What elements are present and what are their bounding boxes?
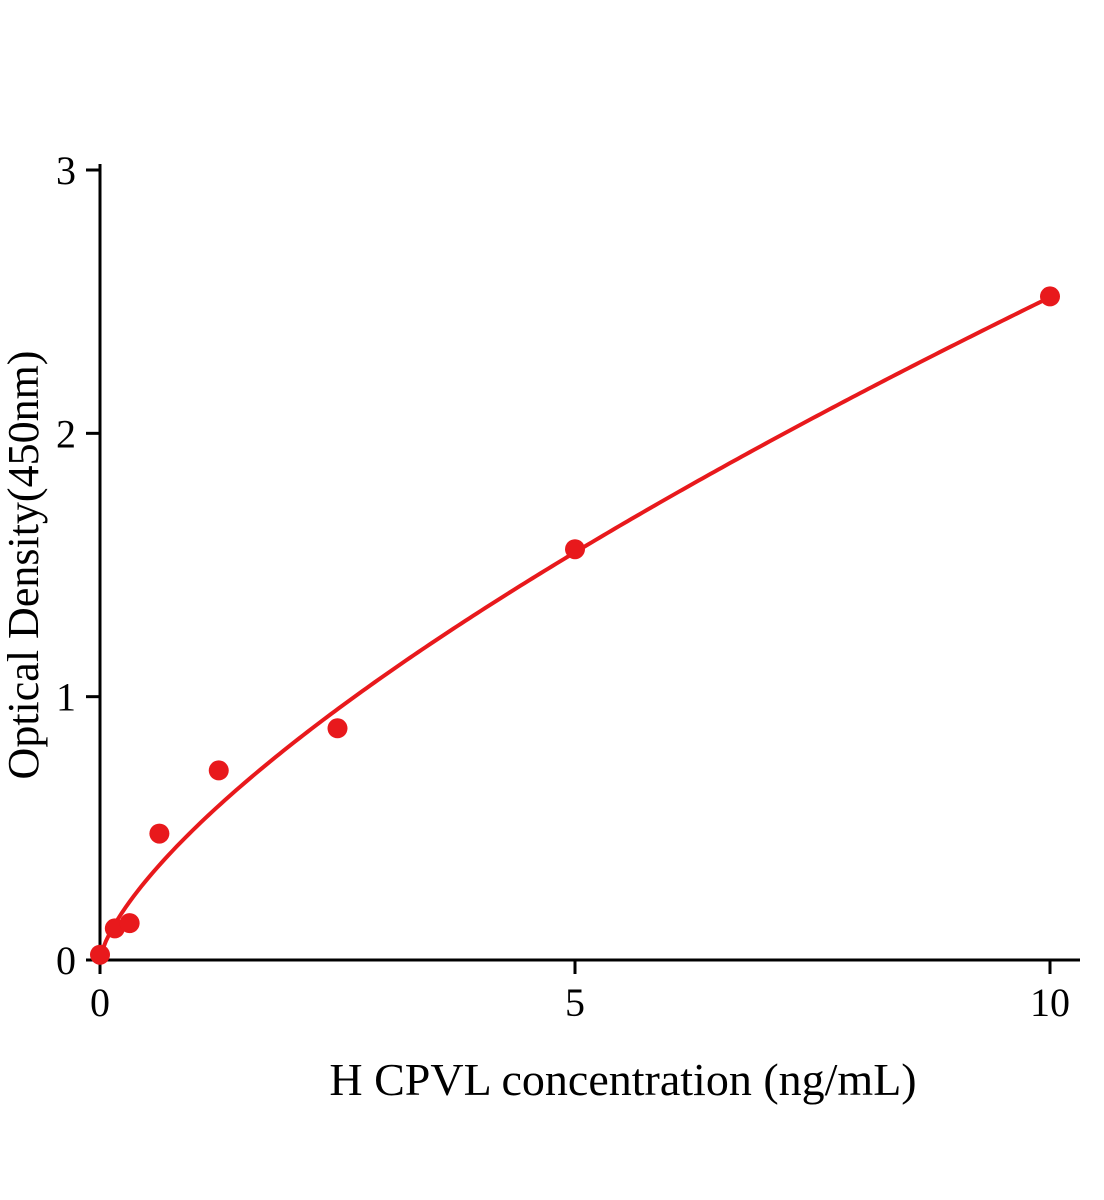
x-tick-label: 5	[565, 980, 585, 1025]
data-point	[90, 944, 110, 965]
data-point	[208, 760, 229, 781]
x-tick-label: 0	[90, 980, 110, 1025]
y-tick-label: 1	[56, 675, 76, 720]
fit-curve	[99, 295, 1052, 954]
y-tick-label: 2	[56, 411, 76, 456]
x-tick-label: 10	[1030, 980, 1070, 1025]
data-point	[1040, 286, 1060, 307]
y-tick-label: 3	[56, 148, 76, 193]
y-tick-label: 0	[56, 938, 76, 983]
data-point	[565, 539, 585, 560]
data-point	[149, 823, 170, 844]
data-point	[327, 718, 348, 739]
y-axis-label: Optical Density(450nm)	[0, 351, 48, 780]
data-point	[119, 913, 140, 934]
x-axis-label: H CPVL concentration (ng/mL)	[329, 1054, 916, 1105]
